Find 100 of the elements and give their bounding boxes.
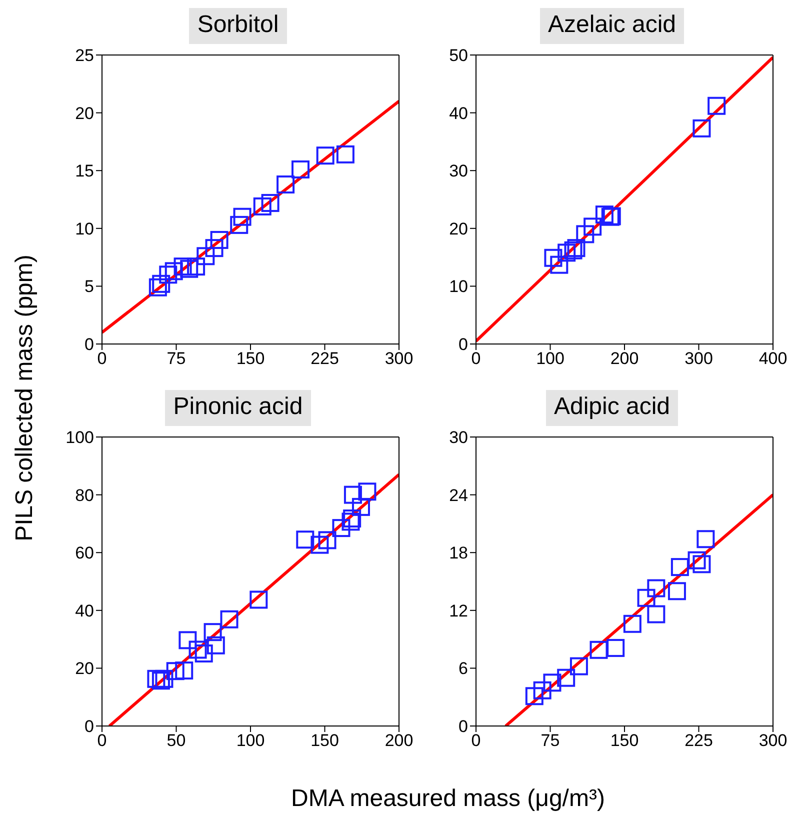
point bbox=[343, 510, 362, 528]
x-axis-title: DMA measured mass (μg/m³) bbox=[291, 785, 605, 812]
point bbox=[647, 579, 666, 598]
point bbox=[296, 530, 314, 549]
point bbox=[352, 498, 370, 516]
point bbox=[344, 486, 362, 504]
x-tick-label: 100 bbox=[536, 349, 564, 368]
x-tick-label: 200 bbox=[384, 731, 414, 750]
point bbox=[220, 610, 238, 628]
y-tick-label: 12 bbox=[449, 601, 468, 620]
x-tick-label: 300 bbox=[758, 731, 788, 750]
point bbox=[206, 636, 225, 654]
y-tick-label: 60 bbox=[75, 544, 94, 563]
y-tick-label: 20 bbox=[449, 219, 468, 238]
point bbox=[595, 206, 614, 224]
point bbox=[210, 230, 228, 249]
x-tick-label: 200 bbox=[610, 349, 639, 368]
point bbox=[152, 672, 170, 690]
y-tick-label: 80 bbox=[75, 486, 94, 505]
point bbox=[525, 687, 544, 706]
y-tick-label: 40 bbox=[75, 601, 94, 620]
point bbox=[557, 668, 576, 687]
point bbox=[584, 218, 602, 236]
y-tick-label: 0 bbox=[458, 717, 468, 736]
point bbox=[187, 258, 206, 276]
x-tick-label: 150 bbox=[310, 731, 339, 750]
point bbox=[543, 674, 562, 692]
x-tick-label: 150 bbox=[610, 731, 639, 750]
y-tick-label: 0 bbox=[458, 335, 468, 354]
y-tick-label: 30 bbox=[449, 428, 468, 448]
point bbox=[533, 681, 552, 700]
point bbox=[291, 160, 310, 178]
y-tick-label: 25 bbox=[75, 46, 94, 66]
x-tick-label: 225 bbox=[310, 349, 339, 368]
x-tick-label: 300 bbox=[384, 349, 414, 368]
y-tick-label: 10 bbox=[75, 219, 94, 238]
y-tick-label: 40 bbox=[449, 104, 468, 123]
x-tick-label: 0 bbox=[471, 731, 481, 750]
point bbox=[576, 225, 594, 244]
y-tick-label: 30 bbox=[449, 162, 468, 181]
point bbox=[564, 241, 582, 260]
y-tick-label: 5 bbox=[84, 277, 94, 296]
point bbox=[358, 482, 376, 501]
point bbox=[692, 555, 711, 574]
x-tick-label: 150 bbox=[236, 349, 265, 368]
point bbox=[178, 631, 197, 650]
point bbox=[668, 582, 686, 600]
point bbox=[558, 244, 576, 262]
y-tick-label: 20 bbox=[75, 659, 94, 678]
point bbox=[342, 512, 360, 531]
point bbox=[567, 239, 586, 258]
point bbox=[204, 623, 222, 642]
point bbox=[318, 531, 336, 550]
x-tick-label: 300 bbox=[684, 349, 713, 368]
point bbox=[230, 216, 248, 234]
point bbox=[148, 278, 167, 296]
point bbox=[188, 640, 207, 659]
y-tick-label: 0 bbox=[84, 335, 94, 354]
y-axis-title: PILS collected mass (ppm) bbox=[11, 254, 38, 542]
point bbox=[276, 175, 295, 194]
point bbox=[155, 670, 174, 688]
point bbox=[316, 146, 334, 165]
point bbox=[590, 640, 608, 659]
y-tick-label: 24 bbox=[449, 486, 468, 505]
point bbox=[250, 590, 268, 609]
point bbox=[332, 519, 350, 538]
point bbox=[159, 266, 178, 284]
point bbox=[196, 247, 215, 266]
x-tick-label: 0 bbox=[471, 349, 481, 368]
point bbox=[152, 274, 170, 293]
chart-title: Adipic acid bbox=[546, 390, 678, 426]
point bbox=[647, 605, 666, 624]
point bbox=[174, 258, 192, 276]
x-tick-label: 100 bbox=[236, 731, 265, 750]
y-tick-label: 18 bbox=[449, 544, 468, 563]
point bbox=[623, 614, 642, 633]
x-tick-label: 75 bbox=[166, 349, 186, 368]
y-tick-label: 100 bbox=[66, 428, 94, 448]
point bbox=[708, 96, 726, 115]
point bbox=[550, 256, 568, 274]
x-tick-label: 225 bbox=[684, 731, 713, 750]
y-tick-label: 0 bbox=[84, 717, 94, 736]
point bbox=[692, 119, 711, 138]
point bbox=[696, 530, 715, 548]
point bbox=[606, 638, 625, 657]
point bbox=[233, 208, 252, 226]
y-tick-label: 6 bbox=[458, 659, 468, 678]
point bbox=[310, 536, 329, 554]
point bbox=[670, 558, 689, 576]
y-tick-label: 10 bbox=[449, 277, 468, 296]
chart-title: Pinonic acid bbox=[165, 390, 311, 426]
x-tick-label: 75 bbox=[540, 731, 560, 750]
point bbox=[205, 239, 224, 258]
point bbox=[147, 670, 166, 688]
y-tick-label: 15 bbox=[75, 162, 94, 181]
x-tick-label: 0 bbox=[97, 731, 107, 750]
point bbox=[570, 657, 588, 676]
x-tick-label: 50 bbox=[166, 731, 186, 750]
y-tick-label: 20 bbox=[75, 104, 94, 123]
point bbox=[180, 260, 198, 278]
